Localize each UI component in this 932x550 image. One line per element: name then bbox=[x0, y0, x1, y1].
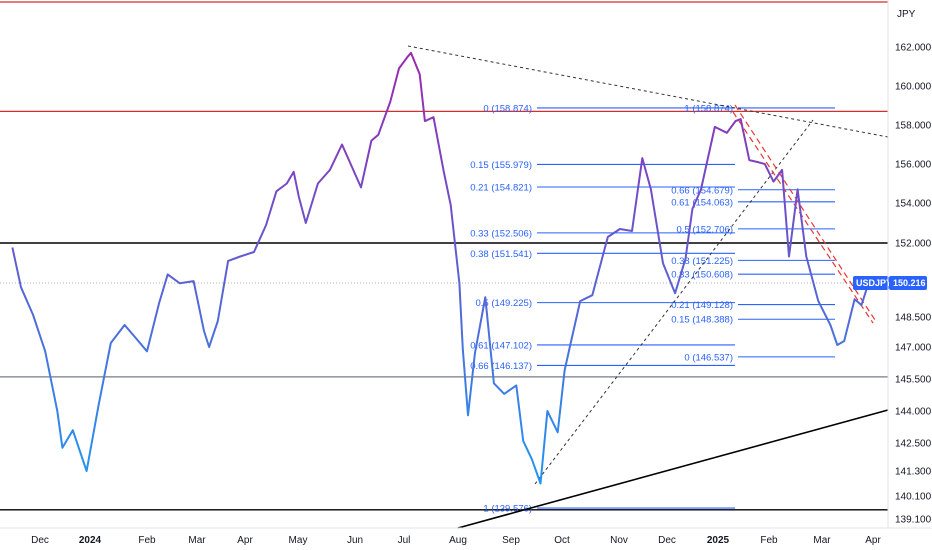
y-tick-label: 156.000 bbox=[895, 160, 932, 171]
dashed-trendline-top[interactable] bbox=[407, 45, 889, 138]
x-tick-label: Feb bbox=[138, 535, 156, 546]
x-tick-label: Nov bbox=[610, 535, 628, 546]
x-tick-label: Sep bbox=[502, 535, 520, 546]
support-trendline[interactable] bbox=[457, 409, 889, 529]
x-tick-label: Apr bbox=[865, 535, 881, 546]
fib-right-label-7: 0.15 (148.388) bbox=[671, 315, 733, 326]
y-tick-label: 141.300 bbox=[895, 467, 932, 478]
fib-left-label-7: 0.66 (146.137) bbox=[470, 361, 532, 372]
x-tick-label: Aug bbox=[449, 535, 467, 546]
price-axis: JPY 162.000 160.000 158.000 156.000 154.000 1… bbox=[895, 9, 932, 526]
fib-left-label-8: 1 (139.576) bbox=[483, 504, 532, 515]
y-tick-label: 158.000 bbox=[895, 121, 932, 132]
fib-right-label-0: 1 (158.874) bbox=[684, 103, 733, 114]
fib-left-label-6: 0.61 (147.102) bbox=[470, 340, 532, 351]
fib-right-label-5: 0.33 (150.608) bbox=[671, 270, 733, 281]
x-tick-label: Mar bbox=[813, 535, 831, 546]
fib-right-label-4: 0.38 (151.225) bbox=[671, 256, 733, 267]
x-tick-label: 2024 bbox=[79, 535, 102, 546]
x-tick-label: Jun bbox=[347, 535, 363, 546]
fib-left-label-0: 0 (158.874) bbox=[483, 103, 532, 114]
x-tick-label: Oct bbox=[554, 535, 570, 546]
symbol-tag-bg bbox=[853, 276, 889, 290]
y-tick-label: 147.000 bbox=[895, 343, 932, 354]
x-tick-label: Dec bbox=[31, 535, 49, 546]
usdjpy-price-line[interactable] bbox=[11, 51, 870, 485]
trendlines bbox=[407, 45, 889, 529]
y-tick-label: 144.000 bbox=[895, 407, 932, 418]
price-series bbox=[11, 51, 870, 485]
horizontal-levels bbox=[0, 1, 888, 511]
x-tick-label: Mar bbox=[188, 535, 206, 546]
y-tick-label: 154.000 bbox=[895, 199, 932, 210]
dashed-trendline-rising[interactable] bbox=[534, 119, 814, 485]
fibonacci-levels: 0 (158.874) 0.15 (155.979) 0.21 (154.821) 0… bbox=[470, 103, 835, 515]
y-tick-label: 152.000 bbox=[895, 239, 932, 250]
fib-right-label-6: 0.21 (149.128) bbox=[671, 300, 733, 311]
fib-left-label-5: 0.5 (149.225) bbox=[475, 298, 532, 309]
fib-left-label-2: 0.21 (154.821) bbox=[470, 182, 532, 193]
time-axis: Dec 2024 Feb Mar Apr May Jun Jul Aug Sep Oct Nov Dec… bbox=[31, 535, 881, 546]
fib-left-label-4: 0.38 (151.541) bbox=[470, 249, 532, 260]
y-tick-label: 139.100 bbox=[895, 515, 932, 526]
symbol-tag: USDJPY bbox=[856, 278, 892, 288]
y-tick-label: 145.500 bbox=[895, 375, 932, 386]
y-tick-label: 162.000 bbox=[895, 43, 932, 54]
x-tick-label: Feb bbox=[760, 535, 778, 546]
last-price-tag: USDJPY 150.216 bbox=[853, 276, 927, 290]
fib-left-label-3: 0.33 (152.506) bbox=[470, 228, 532, 239]
x-tick-label: Dec bbox=[658, 535, 676, 546]
y-tick-label: 140.100 bbox=[895, 492, 932, 503]
fib-right-label-8: 0 (146.537) bbox=[684, 352, 733, 363]
fib-right-label-1: 0.66 (154.679) bbox=[671, 185, 733, 196]
x-tick-label: Apr bbox=[237, 535, 253, 546]
red-downtrend-upper[interactable] bbox=[734, 104, 876, 321]
fib-right-label-2: 0.61 (154.063) bbox=[671, 197, 733, 208]
x-tick-label: Jul bbox=[398, 535, 411, 546]
y-tick-label: 160.000 bbox=[895, 82, 932, 93]
fib-right-label-3: 0.5 (152.706) bbox=[676, 224, 733, 235]
fib-left-label-1: 0.15 (155.979) bbox=[470, 160, 532, 171]
x-tick-label: 2025 bbox=[707, 535, 730, 546]
red-downtrend-lower[interactable] bbox=[732, 111, 874, 324]
price-tag-bg bbox=[889, 276, 927, 290]
x-tick-label: May bbox=[289, 535, 308, 546]
y-tick-label: 142.500 bbox=[895, 439, 932, 450]
price-tag: 150.216 bbox=[893, 278, 926, 288]
currency-label: JPY bbox=[897, 9, 916, 20]
y-tick-label: 148.500 bbox=[895, 313, 932, 324]
